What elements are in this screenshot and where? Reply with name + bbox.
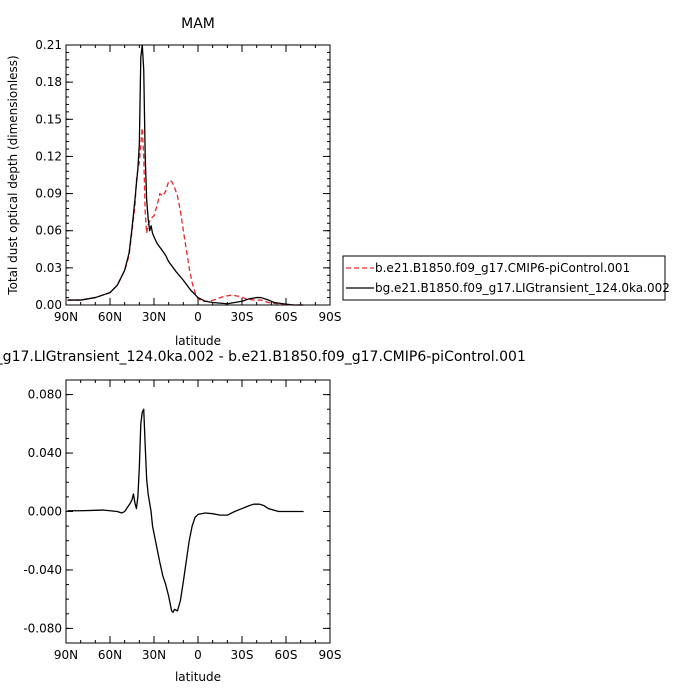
top-x-tick-label: 90N bbox=[54, 310, 78, 324]
top-x-axis-title: latitude bbox=[175, 334, 221, 348]
bottom-y-tick-label: 0.080 bbox=[28, 388, 62, 402]
bottom-chart-title: bg.e21.B1850.f09_g17.LIGtransient_124.0k… bbox=[0, 349, 526, 365]
top-x-tick-label: 60S bbox=[275, 310, 298, 324]
bottom-panel: bg.e21.B1850.f09_g17.LIGtransient_124.0k… bbox=[0, 349, 526, 684]
top-x-tick-label: 0 bbox=[194, 310, 202, 324]
top-chart-title: MAM bbox=[181, 16, 215, 32]
legend: b.e21.B1850.f09_g17.CMIP6-piControl.001 … bbox=[342, 255, 670, 301]
bottom-series-line-1 bbox=[67, 408, 304, 613]
top-series-line-1 bbox=[67, 127, 304, 306]
top-y-tick-label: 0.09 bbox=[35, 187, 62, 201]
bottom-y-tick-label: 0.000 bbox=[28, 505, 62, 519]
top-y-axis-title: Total dust optical depth (dimensionless) bbox=[6, 55, 20, 295]
top-y-tick-label: 0.21 bbox=[35, 38, 62, 52]
bottom-y-tick-label: -0.080 bbox=[23, 621, 62, 635]
top-ticks: 90N 60N 30N 0 30S 60S 90S 0.00 0.03 0.06 0.09 0.12 0… bbox=[35, 38, 341, 324]
top-series-group bbox=[67, 44, 304, 306]
top-series-line-2 bbox=[67, 44, 304, 306]
bottom-x-tick-label: 90N bbox=[54, 648, 78, 662]
bottom-y-tick-label: -0.040 bbox=[23, 563, 62, 577]
top-plot-frame bbox=[65, 44, 331, 306]
bottom-x-tick-label: 90S bbox=[319, 648, 342, 662]
top-y-tick-label: 0.03 bbox=[35, 261, 62, 275]
top-x-tick-label: 30N bbox=[142, 310, 166, 324]
top-y-tick-label: 0.15 bbox=[35, 112, 62, 126]
bottom-x-tick-label: 0 bbox=[194, 648, 202, 662]
legend-label-1: b.e21.B1850.f09_g17.CMIP6-piControl.001 bbox=[375, 261, 630, 275]
top-y-tick-label: 0.06 bbox=[35, 224, 62, 238]
legend-label-2: bg.e21.B1850.f09_g17.LIGtransient_124.0k… bbox=[375, 281, 670, 295]
legend-box bbox=[342, 255, 666, 301]
bottom-series-group bbox=[67, 408, 304, 613]
bottom-ticks: 90N 60N 30N 0 30S 60S 90S -0.080 -0.040 0.000 0.04… bbox=[23, 379, 342, 662]
top-y-tick-label: 0.18 bbox=[35, 75, 62, 89]
bottom-x-tick-label: 30S bbox=[231, 648, 254, 662]
bottom-x-tick-label: 60N bbox=[98, 648, 122, 662]
bottom-x-axis-title: latitude bbox=[175, 670, 221, 684]
top-y-tick-label: 0.00 bbox=[35, 298, 62, 312]
bottom-x-tick-label: 60S bbox=[275, 648, 298, 662]
bottom-y-tick-label: 0.040 bbox=[28, 446, 62, 460]
top-panel: MAM 90N 60N 30N 0 30S 60S 90S 0.00 0.03 0.06 0.09 0… bbox=[6, 16, 670, 348]
top-x-tick-label: 60N bbox=[98, 310, 122, 324]
top-y-tick-label: 0.12 bbox=[35, 149, 62, 163]
top-x-tick-label: 90S bbox=[319, 310, 342, 324]
bottom-x-tick-label: 30N bbox=[142, 648, 166, 662]
top-x-tick-label: 30S bbox=[231, 310, 254, 324]
